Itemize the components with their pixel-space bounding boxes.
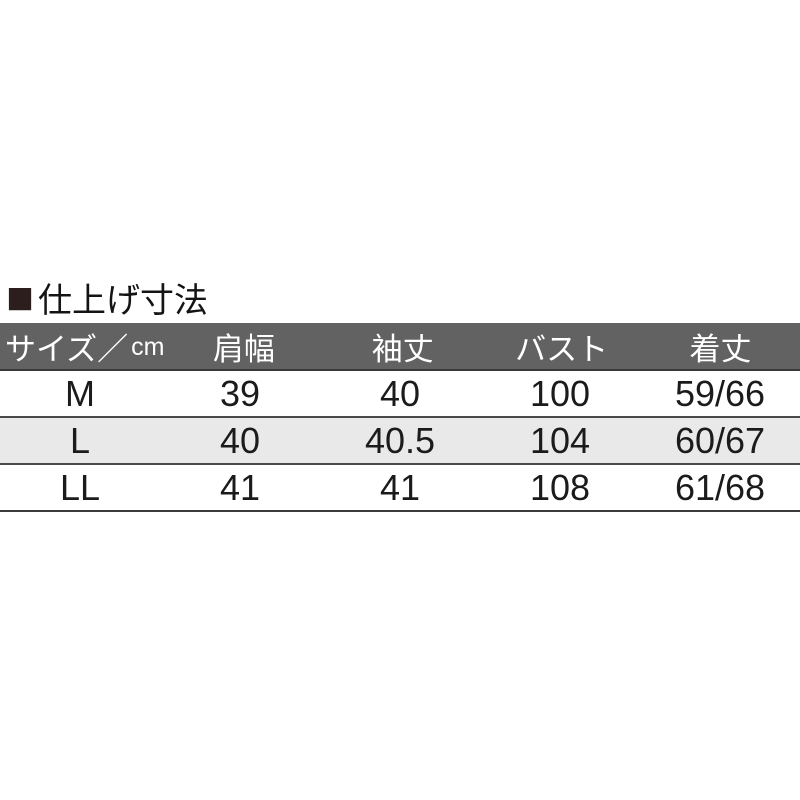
size-cell: LL	[59, 466, 101, 508]
bust-value: 100	[529, 372, 591, 414]
header-cell-size: サイズ／ cm	[0, 323, 164, 369]
black-square-icon: ■	[6, 282, 34, 312]
section-title: ■ 仕上げ寸法	[5, 279, 208, 320]
table-row-size-m: M 39 40 100 59/66	[0, 371, 800, 418]
sleeve-length-value: 40	[379, 372, 421, 414]
sleeve-length-value: 41	[379, 466, 421, 508]
body-length-value: 59/66	[674, 372, 766, 414]
shoulder-width-value: 39	[219, 372, 261, 414]
table-row-size-ll: LL 41 41 108 61/68	[0, 465, 800, 512]
header-cell-body-length: 着丈	[689, 331, 752, 367]
size-cell: L	[69, 419, 91, 461]
shoulder-width-value: 41	[219, 466, 261, 508]
header-cell-bust: バスト	[515, 331, 609, 367]
header-size-unit: cm	[131, 332, 165, 361]
body-length-value: 61/68	[674, 466, 766, 508]
bust-value: 108	[529, 466, 591, 508]
header-size-label: サイズ／	[5, 331, 129, 367]
header-cell-shoulder-width: 肩幅	[212, 331, 275, 367]
size-table: サイズ／ cm 肩幅 袖丈 バスト 着丈 M 39 40 100 59/66 L…	[0, 323, 800, 512]
size-table-header-row: サイズ／ cm 肩幅 袖丈 バスト 着丈	[0, 323, 800, 371]
section-title-text: 仕上げ寸法	[38, 281, 208, 320]
body-length-value: 60/67	[674, 419, 766, 461]
shoulder-width-value: 40	[219, 419, 261, 461]
sleeve-length-value: 40.5	[364, 419, 436, 461]
size-cell: M	[65, 372, 95, 414]
header-cell-sleeve-length: 袖丈	[371, 331, 434, 367]
bust-value: 104	[529, 419, 591, 461]
table-row-size-l: L 40 40.5 104 60/67	[0, 418, 800, 465]
